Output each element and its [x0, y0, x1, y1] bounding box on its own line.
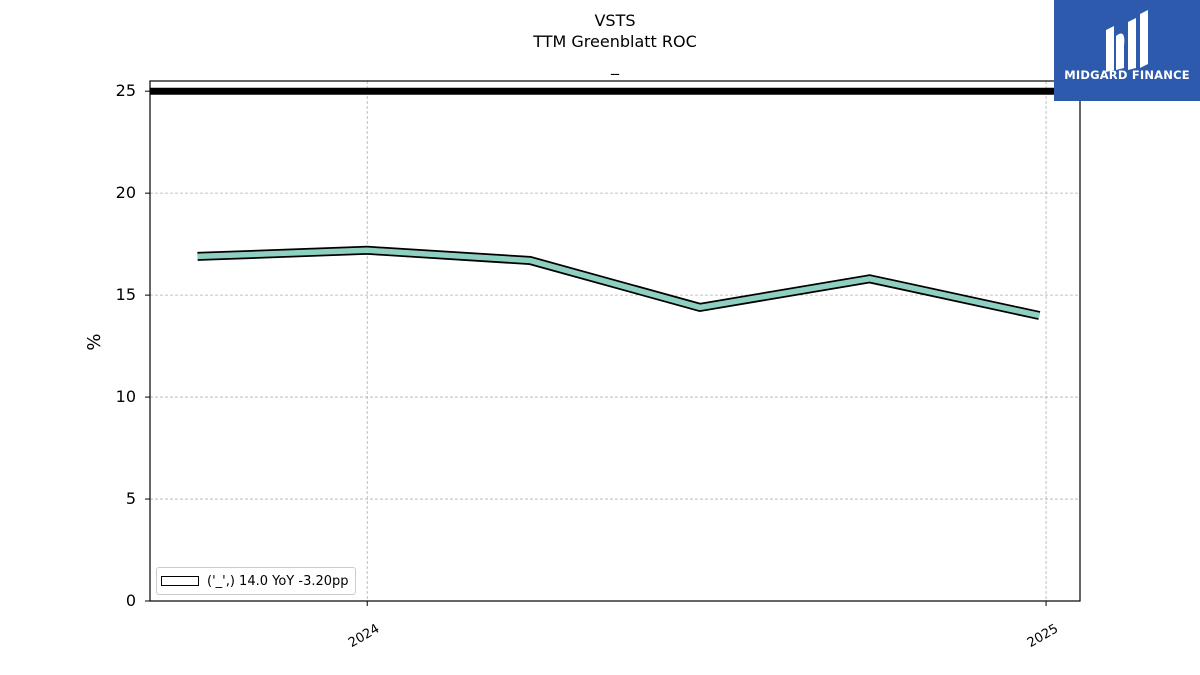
- legend-label: ('_',) 14.0 YoY -3.20pp: [207, 573, 349, 589]
- chart-legend: ('_',) 14.0 YoY -3.20pp: [156, 567, 356, 595]
- chart-subtitle-2: _: [611, 56, 619, 75]
- y-tick-label: 20: [116, 183, 136, 202]
- y-tick-label: 15: [116, 285, 136, 304]
- chart-subtitle: TTM Greenblatt ROC: [533, 32, 697, 51]
- x-tick-label: 2024: [346, 621, 382, 651]
- y-axis-label: %: [84, 333, 105, 350]
- y-tick-label: 5: [126, 489, 136, 508]
- brand-logo: MIDGARD FINANCE: [1054, 0, 1200, 101]
- legend-swatch: [161, 576, 199, 586]
- logo-mark-icon: [1106, 10, 1148, 72]
- plot-frame: [149, 80, 1081, 602]
- chart-title: VSTS: [594, 11, 636, 30]
- x-tick-label: 2025: [1025, 621, 1061, 651]
- y-tick-label: 0: [126, 591, 136, 610]
- y-tick-label: 10: [116, 387, 136, 406]
- logo-text: MIDGARD FINANCE: [1064, 68, 1190, 82]
- series-line: [197, 247, 1040, 319]
- y-tick-label: 25: [116, 81, 136, 100]
